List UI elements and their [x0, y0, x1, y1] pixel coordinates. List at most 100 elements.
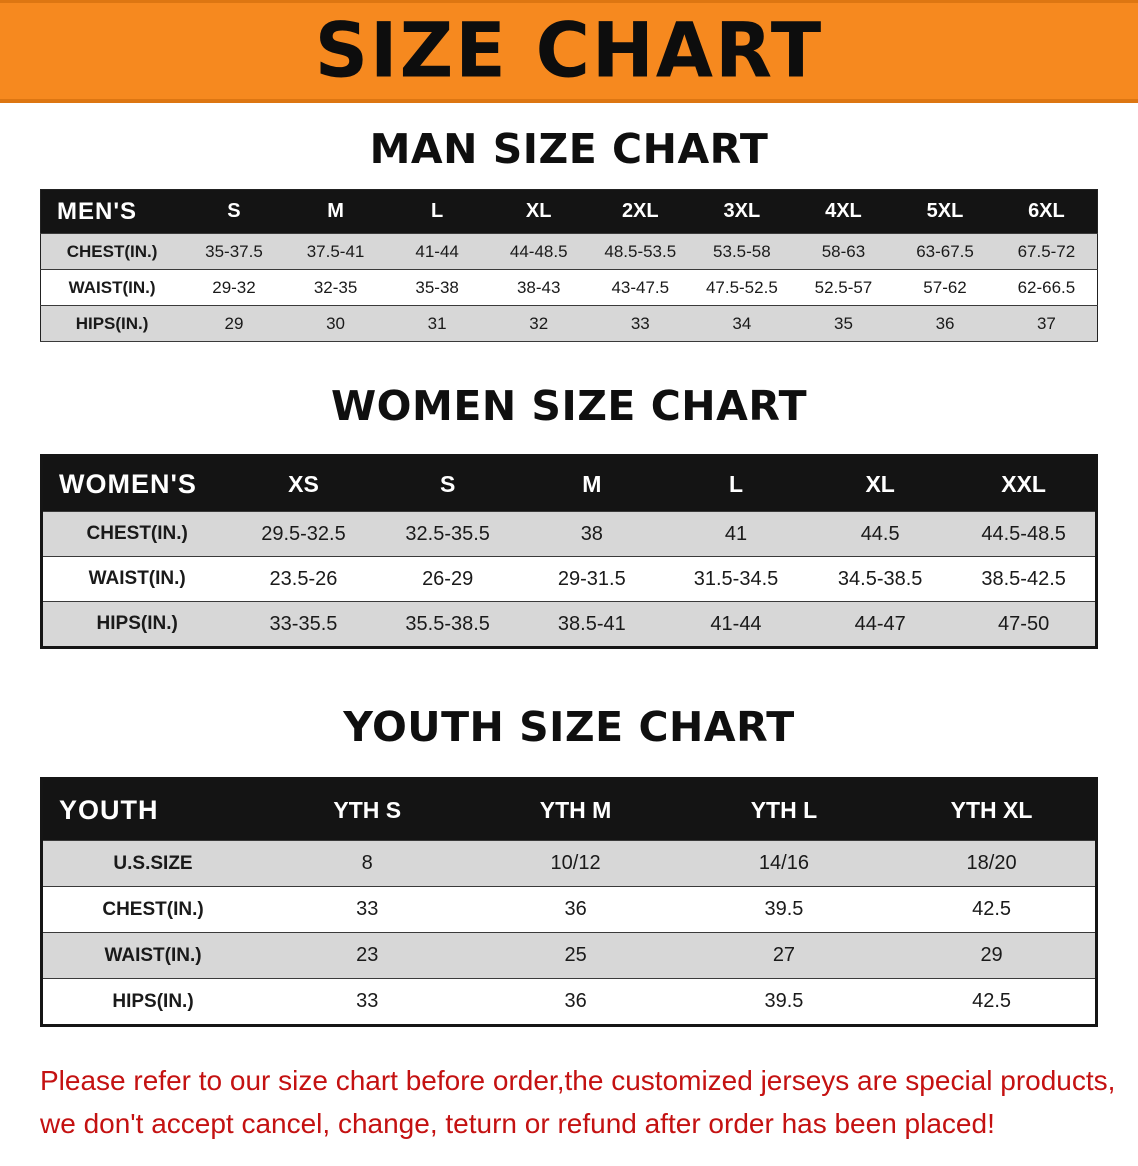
column-header: YTH L: [679, 778, 889, 841]
size-value: 38.5-42.5: [981, 567, 1066, 590]
size-value: 36: [564, 990, 587, 1012]
size-value: 57-62: [923, 277, 967, 297]
table-row: CHEST(IN.) 29.5-32.5 32.5-35.5 38 41 44.5 44.5…: [41, 511, 1097, 557]
size-value: 36: [935, 313, 955, 333]
row-label: HIPS(IN.): [112, 990, 194, 1012]
column-header: 6XL: [995, 189, 1098, 234]
size-value: 63-67.5: [916, 241, 974, 261]
size-value: 39.5: [764, 898, 804, 920]
size-value: 33: [356, 898, 379, 920]
size-value: 31: [427, 313, 447, 333]
size-value: 44-47: [854, 612, 906, 635]
column-header: L: [386, 189, 488, 234]
size-value: 35-38: [415, 277, 459, 297]
table-title: YOUTH: [41, 778, 264, 841]
row-label: HIPS(IN.): [96, 613, 178, 634]
size-value: 38-43: [516, 277, 561, 297]
size-value: 26-29: [422, 567, 474, 590]
column-header: XXL: [952, 455, 1097, 512]
row-label: CHEST(IN.): [66, 241, 158, 261]
row-label: U.S.SIZE: [113, 852, 193, 874]
size-value: 52.5-57: [814, 277, 873, 297]
row-label: WAIST(IN.): [88, 568, 186, 589]
table-header-row: WOMEN'S XS S M L XL XXL: [41, 455, 1097, 512]
size-value: 47.5-52.5: [705, 277, 778, 297]
youth-size-chart-table: YOUTH YTH S YTH M YTH L YTH XL U.S.SIZE 8 10/12…: [40, 777, 1098, 1027]
size-value: 53.5-58: [713, 241, 771, 261]
size-value: 18/20: [966, 852, 1017, 874]
size-value: 32-35: [313, 277, 358, 297]
size-value: 42.5: [972, 898, 1012, 920]
table-row: WAIST(IN.) 29-32 32-35 35-38 38-43 43-47.5 47.…: [40, 269, 1098, 306]
size-value: 58-63: [821, 241, 866, 261]
women-section-heading: WOMEN SIZE CHART: [330, 382, 808, 430]
size-value: 23: [356, 944, 379, 966]
size-value: 62-66.5: [1017, 277, 1076, 297]
size-value: 29-31.5: [557, 567, 626, 590]
table-row: CHEST(IN.) 35-37.5 37.5-41 41-44 44-48.5 48.5…: [40, 233, 1098, 270]
column-header: 5XL: [894, 189, 996, 234]
row-label: CHEST(IN.): [86, 523, 188, 544]
table-row: HIPS(IN.) 29 30 31 32 33 34 35 36 37: [40, 305, 1098, 342]
column-header: YTH M: [471, 778, 680, 841]
size-value: 44-48.5: [509, 241, 568, 261]
size-value: 25: [564, 944, 587, 966]
table-row: WAIST(IN.) 23 25 27 29: [41, 932, 1097, 979]
size-value: 37: [1036, 313, 1056, 333]
size-value: 41-44: [710, 612, 762, 635]
size-value: 14/16: [758, 852, 809, 874]
size-value: 34: [732, 313, 752, 333]
size-value: 29: [224, 313, 244, 333]
table-header-row: MEN'S S M L XL 2XL 3XL 4XL 5XL 6XL: [40, 189, 1098, 234]
table-header-row: YOUTH YTH S YTH M YTH L YTH XL: [41, 778, 1097, 841]
row-label: WAIST(IN.): [104, 944, 202, 966]
size-value: 44.5-48.5: [981, 522, 1066, 545]
column-header: 4XL: [792, 189, 895, 234]
table-row: HIPS(IN.) 33 36 39.5 42.5: [41, 978, 1097, 1026]
column-header: S: [183, 189, 285, 234]
size-value: 31.5-34.5: [693, 567, 779, 590]
column-header: XS: [231, 455, 376, 512]
column-header: XL: [808, 455, 953, 512]
disclaimer-text: Please refer to our size chart before or…: [40, 1059, 1124, 1146]
orange-banner: SIZE CHART: [0, 0, 1138, 103]
size-value: 32: [529, 313, 549, 333]
row-label: WAIST(IN.): [68, 277, 156, 297]
size-value: 35-37.5: [205, 241, 263, 261]
size-value: 42.5: [972, 990, 1012, 1012]
women-size-chart-table: WOMEN'S XS S M L XL XXL CHEST(IN.) 29.5-32.5 32.5…: [40, 454, 1098, 649]
size-value: 48.5-53.5: [604, 241, 677, 261]
table-row: HIPS(IN.) 33-35.5 35.5-38.5 38.5-41 41-44 44-…: [41, 601, 1097, 648]
size-value: 44.5: [860, 522, 900, 545]
column-header: 3XL: [691, 189, 793, 234]
column-header: S: [375, 455, 520, 512]
size-value: 38.5-41: [557, 612, 626, 635]
row-label: HIPS(IN.): [75, 313, 149, 333]
size-value: 32.5-35.5: [405, 522, 490, 545]
size-value: 29-32: [212, 277, 256, 297]
size-value: 29.5-32.5: [261, 522, 346, 545]
women-size-chart: WOMEN'S XS S M L XL XXL CHEST(IN.) 29.5-32.5 32.5…: [40, 454, 1098, 649]
size-value: 33-35.5: [269, 612, 338, 635]
size-value: 33: [356, 990, 379, 1012]
youth-size-chart: YOUTH YTH S YTH M YTH L YTH XL U.S.SIZE 8 10/12…: [40, 777, 1098, 1027]
size-value: 33: [630, 313, 650, 333]
size-value: 10/12: [550, 852, 601, 874]
column-header: YTH S: [263, 778, 472, 841]
row-label: CHEST(IN.): [102, 898, 204, 920]
size-value: 43-47.5: [611, 277, 670, 297]
size-value: 8: [361, 852, 373, 874]
table-row: WAIST(IN.) 23.5-26 26-29 29-31.5 31.5-34.5 34…: [41, 556, 1097, 602]
column-header: L: [663, 455, 809, 512]
disclaimer-line: Please refer to our size chart before or…: [40, 1065, 1116, 1096]
table-row: CHEST(IN.) 33 36 39.5 42.5: [41, 886, 1097, 933]
size-value: 38: [580, 522, 603, 545]
men-size-chart: MEN'S S M L XL 2XL 3XL 4XL 5XL 6XL CHEST(IN.) 35-37…: [40, 189, 1098, 342]
size-value: 30: [326, 313, 346, 333]
size-value: 23.5-26: [269, 567, 338, 590]
size-value: 41: [724, 522, 748, 545]
table-title: MEN'S: [40, 189, 184, 234]
size-value: 27: [772, 944, 796, 966]
size-value: 36: [564, 898, 587, 920]
